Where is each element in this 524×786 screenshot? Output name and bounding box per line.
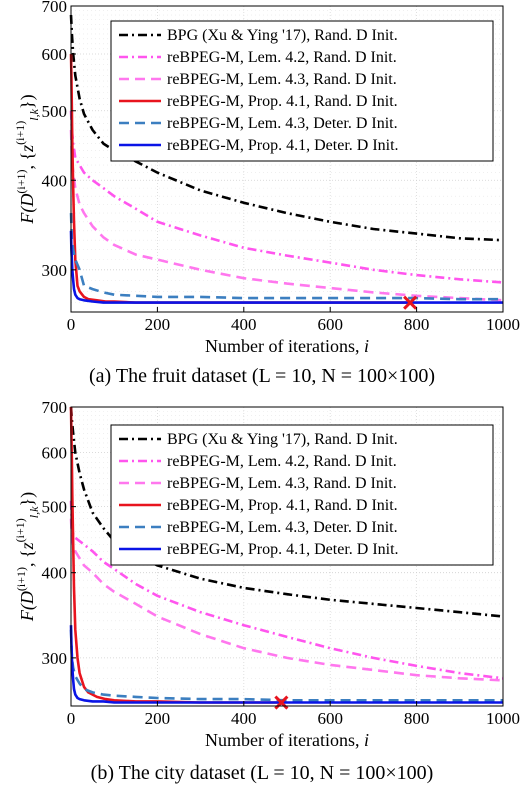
- x-tick-label: 1000: [486, 315, 520, 334]
- legend: BPG (Xu & Ying '17), Rand. D Init. reBPEG…: [110, 424, 494, 566]
- legend-entry: reBPEG-M, Prop. 4.1, Rand. D Init.: [167, 93, 398, 110]
- legend-entry: reBPEG-M, Lem. 4.3, Rand. D Init.: [167, 475, 397, 492]
- series-line-6: [69, 230, 503, 304]
- legend: BPG (Xu & Ying '17), Rand. D Init. reBPEG…: [110, 20, 494, 162]
- x-tick-label: 400: [231, 315, 257, 334]
- series-line-2: [69, 110, 504, 284]
- y-tick-label: 700: [42, 0, 68, 16]
- x-tick-label: 800: [404, 315, 430, 334]
- y-tick-label: 500: [42, 102, 68, 121]
- y-axis-label: F(D(i+1), {z(i+1)l,k}): [13, 94, 41, 224]
- end-marker: [403, 295, 418, 310]
- series-group: [69, 406, 504, 704]
- chart-caption: (a) The fruit dataset (L = 10, N = 100×1…: [89, 365, 435, 387]
- x-tick-label: 0: [67, 315, 76, 334]
- legend-box: [110, 20, 494, 162]
- legend-entry: reBPEG-M, Lem. 4.3, Deter. D Init.: [167, 115, 398, 132]
- end-marker-stroke: [274, 695, 289, 710]
- series-line-6: [69, 625, 503, 704]
- end-marker: [274, 695, 289, 710]
- y-tick-label: 700: [42, 398, 68, 417]
- legend-entry: reBPEG-M, Lem. 4.3, Deter. D Init.: [167, 519, 398, 536]
- y-tick-label: 300: [42, 649, 68, 668]
- x-tick-label: 0: [67, 709, 76, 728]
- y-tick-label: 300: [42, 261, 68, 280]
- legend-box: [110, 424, 494, 566]
- y-tick-label: 400: [42, 564, 68, 583]
- chart-panel-fruit: 0 200 400 600 800 1000 300 400 500 600 700 Number o…: [13, 0, 521, 387]
- x-tick-label: 200: [145, 315, 171, 334]
- x-axis-label: Number of iterations, i: [205, 730, 369, 750]
- legend-entry: BPG (Xu & Ying '17), Rand. D Init.: [167, 431, 398, 448]
- x-tick-label: 800: [404, 709, 430, 728]
- series-line-3: [69, 518, 504, 682]
- legend-entry: reBPEG-M, Lem. 4.2, Rand. D Init.: [167, 453, 397, 470]
- x-tick-label: 200: [145, 709, 171, 728]
- series-line-2: [69, 500, 504, 680]
- y-tick-label: 600: [42, 444, 68, 463]
- fruit-convergence-chart: 0 200 400 600 800 1000 300 400 500 600 700 Number o…: [13, 0, 521, 356]
- series-line-3: [69, 129, 504, 302]
- tick-labels: 0 200 400 600 800 1000 300 400 500 600 700: [42, 0, 521, 334]
- legend-entry: BPG (Xu & Ying '17), Rand. D Init.: [167, 27, 398, 44]
- legend-entry: reBPEG-M, Prop. 4.1, Deter. D Init.: [167, 541, 399, 558]
- city-convergence-chart: 0 200 400 600 800 1000 300 400 500 600 700 Number o…: [13, 398, 521, 750]
- tick-labels: 0 200 400 600 800 1000 300 400 500 600 700: [42, 398, 521, 728]
- y-axis-label: F(D(i+1), {z(i+1)l,k}): [13, 492, 41, 622]
- x-axis-label: Number of iterations, i: [205, 336, 369, 356]
- chart-caption: (b) The city dataset (L = 10, N = 100×10…: [90, 762, 434, 784]
- x-tick-label: 1000: [486, 709, 520, 728]
- end-marker-stroke: [403, 295, 418, 310]
- chart-panel-city: 0 200 400 600 800 1000 300 400 500 600 700 Number o…: [0, 393, 524, 786]
- y-tick-label: 500: [42, 498, 68, 517]
- legend-entry: reBPEG-M, Lem. 4.2, Rand. D Init.: [167, 49, 397, 66]
- legend-entry: reBPEG-M, Prop. 4.1, Deter. D Init.: [167, 137, 399, 154]
- legend-entry: reBPEG-M, Lem. 4.3, Rand. D Init.: [167, 71, 397, 88]
- plot-frame: [70, 406, 504, 707]
- plot-frame: [70, 5, 504, 313]
- x-tick-label: 400: [231, 709, 257, 728]
- series-line-5: [69, 629, 503, 702]
- y-tick-label: 600: [42, 45, 68, 64]
- x-tick-label: 600: [317, 709, 343, 728]
- legend-entry: reBPEG-M, Prop. 4.1, Rand. D Init.: [167, 497, 398, 514]
- x-tick-label: 600: [317, 315, 343, 334]
- y-tick-label: 400: [42, 171, 68, 190]
